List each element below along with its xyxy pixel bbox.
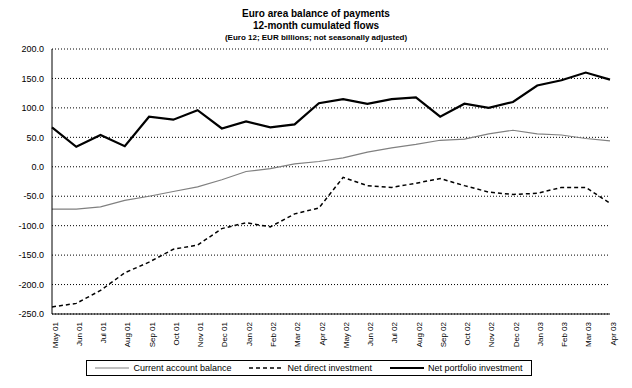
- svg-text:Apr 03: Apr 03: [609, 321, 618, 345]
- svg-text:-50.0: -50.0: [23, 191, 44, 201]
- svg-text:100.0: 100.0: [21, 103, 44, 113]
- svg-text:-250.0: -250.0: [18, 309, 44, 319]
- svg-text:Sep 01: Sep 01: [148, 321, 157, 347]
- html-text:(Euro 12; EUR billions; not se: (Euro 12; EUR billions; not seasonally a…: [224, 33, 408, 42]
- svg-text:Jul 01: Jul 01: [99, 321, 108, 343]
- html-text:Net portfolio investment: Net portfolio investment: [428, 363, 523, 373]
- svg-text:200.0: 200.0: [21, 44, 44, 54]
- svg-text:50.0: 50.0: [26, 133, 44, 143]
- svg-text:Jun 02: Jun 02: [366, 321, 375, 346]
- html-text:Euro area balance of payments: Euro area balance of payments: [242, 8, 390, 19]
- html-text:12-month cumulated flows: 12-month cumulated flows: [252, 20, 380, 31]
- svg-text:Oct 02: Oct 02: [463, 321, 472, 345]
- svg-text:0.0: 0.0: [31, 162, 44, 172]
- svg-text:May 02: May 02: [342, 321, 351, 348]
- svg-text:Apr 02: Apr 02: [318, 321, 327, 345]
- svg-text:Jun 01: Jun 01: [75, 321, 84, 346]
- svg-text:Dec 01: Dec 01: [221, 321, 230, 347]
- svg-text:Nov 01: Nov 01: [196, 321, 205, 347]
- svg-text:Aug 02: Aug 02: [415, 321, 424, 347]
- html-text:Current account balance: Current account balance: [133, 363, 232, 373]
- svg-text:-100.0: -100.0: [18, 221, 44, 231]
- svg-text:Feb 02: Feb 02: [269, 321, 278, 346]
- svg-text:-200.0: -200.0: [18, 280, 44, 290]
- svg-text:-150.0: -150.0: [18, 250, 44, 260]
- svg-text:Dec 02: Dec 02: [512, 321, 521, 347]
- svg-text:Sep 02: Sep 02: [439, 321, 448, 347]
- svg-text:Nov 02: Nov 02: [487, 321, 496, 347]
- html-text:Net direct investment: Net direct investment: [287, 363, 372, 373]
- svg-text:May 01: May 01: [51, 321, 60, 348]
- svg-text:Jul 02: Jul 02: [390, 321, 399, 343]
- svg-text:Jan 03: Jan 03: [536, 321, 545, 346]
- svg-text:Aug 01: Aug 01: [123, 321, 132, 347]
- svg-text:Oct 01: Oct 01: [172, 321, 181, 345]
- svg-text:Mar 02: Mar 02: [293, 321, 302, 346]
- svg-text:Jan 02: Jan 02: [245, 321, 254, 346]
- svg-text:150.0: 150.0: [21, 74, 44, 84]
- svg-text:Mar 03: Mar 03: [584, 321, 593, 346]
- svg-text:Feb 03: Feb 03: [560, 321, 569, 346]
